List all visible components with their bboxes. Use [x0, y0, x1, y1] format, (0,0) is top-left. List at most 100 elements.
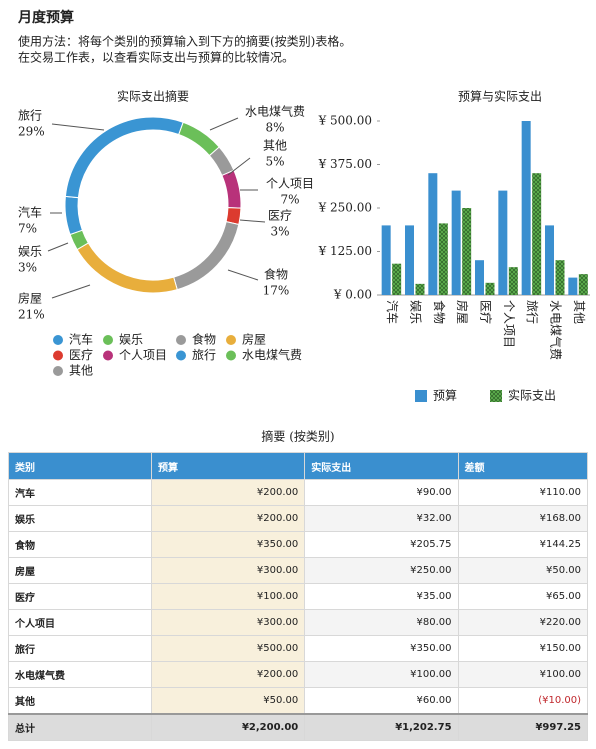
table-row: 水电煤气费 ¥200.00 ¥100.00 ¥100.00: [8, 661, 589, 688]
table-row: 汽车 ¥200.00 ¥90.00 ¥110.00: [8, 479, 589, 506]
donut-slice: [64, 116, 184, 199]
table-cell: (¥10.00): [457, 687, 589, 715]
legend-label: 食物: [192, 332, 216, 347]
donut-slice: [64, 195, 83, 236]
bar: [405, 225, 414, 295]
legend-label: 预算: [433, 388, 457, 403]
slice-value: 3%: [270, 225, 289, 239]
y-tick-label: ¥ 500.00: [318, 114, 372, 128]
bar: [428, 173, 438, 295]
leader-line: [209, 117, 239, 131]
legend-swatch: [226, 335, 236, 345]
table-row: 房屋 ¥300.00 ¥250.00 ¥50.00: [8, 557, 589, 584]
slice-value: 29%: [18, 125, 45, 139]
donut-slice: [173, 221, 240, 291]
table-row: 其他 ¥50.00 ¥60.00 (¥10.00): [8, 687, 589, 715]
table-cell: ¥200.00: [150, 661, 306, 688]
table-cell: ¥35.00: [304, 583, 459, 610]
chart-title: 实际支出摘要: [117, 89, 189, 104]
slice-value: 3%: [18, 261, 37, 275]
bar: [545, 225, 554, 295]
bar: [498, 190, 508, 295]
column-header: 预算: [150, 452, 306, 480]
table-cell: 个人项目: [8, 609, 152, 636]
table-row: 旅行 ¥500.00 ¥350.00 ¥150.00: [8, 635, 589, 662]
slice-label: 房屋: [18, 291, 42, 306]
table-cell: ¥90.00: [304, 479, 459, 506]
slice-label: 食物: [264, 267, 288, 282]
column-header: 实际支出: [304, 452, 459, 480]
table-cell: ¥110.00: [457, 479, 589, 506]
bar: [438, 223, 448, 295]
table-cell: 其他: [8, 687, 152, 715]
y-tick-label: ¥ 250.00: [318, 201, 372, 215]
donut-slice: [221, 169, 242, 209]
total-row: 总计 ¥2,200.00 ¥1,202.75 ¥997.25: [8, 713, 589, 741]
bar: [508, 267, 518, 295]
x-tick-label: 水电煤气费: [549, 300, 564, 360]
donut-slice: [76, 242, 178, 294]
table-cell: ¥60.00: [304, 687, 459, 715]
table-cell: 旅行: [8, 635, 152, 662]
table-cell: ¥80.00: [304, 609, 459, 636]
bar: [555, 260, 565, 295]
table-cell: ¥205.75: [304, 531, 459, 558]
legend-label: 房屋: [242, 332, 266, 347]
slice-label: 娱乐: [18, 245, 42, 259]
table-cell: ¥168.00: [457, 505, 589, 532]
legend-swatch: [103, 350, 113, 361]
legend-label: 实际支出: [508, 388, 556, 403]
table-cell: ¥300.00: [150, 609, 306, 636]
table-cell: ¥144.25: [457, 531, 589, 558]
slice-label: 其他: [263, 139, 287, 153]
x-tick-label: 个人项目: [502, 300, 516, 348]
slice-value: 7%: [280, 193, 299, 207]
legend-label: 汽车: [69, 332, 93, 347]
slice-value: 21%: [18, 308, 45, 322]
column-header: 类别: [8, 452, 152, 480]
table-cell: ¥50.00: [150, 687, 306, 715]
slice-value: 5%: [265, 155, 284, 169]
table-cell: ¥350.00: [304, 635, 459, 662]
table-cell: ¥500.00: [150, 635, 306, 662]
table-cell: ¥300.00: [150, 557, 306, 584]
legend-label: 娱乐: [119, 333, 143, 347]
page-title: 月度预算: [17, 9, 74, 26]
table-cell: ¥100.00: [457, 661, 589, 688]
leader-line: [51, 284, 91, 299]
table-cell: ¥997.25: [457, 713, 589, 741]
leader-line: [227, 269, 259, 281]
bar: [462, 208, 472, 295]
legend-label: 旅行: [192, 348, 216, 362]
table-row: 个人项目 ¥300.00 ¥80.00 ¥220.00: [8, 609, 589, 636]
table-cell: ¥2,200.00: [150, 713, 306, 741]
legend-swatch: [53, 335, 63, 345]
legend-label: 其他: [69, 364, 93, 378]
table-cell: 总计: [8, 713, 152, 741]
bar: [485, 282, 495, 295]
legend-swatch: [226, 350, 236, 361]
legend-label: 个人项目: [119, 348, 167, 362]
bar: [521, 121, 531, 295]
bar: [392, 263, 402, 295]
x-tick-label: 房屋: [455, 300, 470, 324]
slice-label: 汽车: [18, 205, 42, 220]
legend-swatch: [176, 335, 186, 345]
slice-value: 7%: [18, 222, 37, 236]
bar: [381, 225, 391, 295]
column-header: 差额: [457, 452, 589, 480]
x-tick-label: 旅行: [525, 300, 539, 324]
table-cell: ¥250.00: [304, 557, 459, 584]
legend-swatch: [53, 350, 63, 361]
leader-line: [47, 242, 69, 252]
y-tick-label: ¥ 375.00: [318, 157, 372, 171]
x-tick-label: 食物: [432, 300, 447, 324]
donut-slice: [178, 121, 220, 157]
table-row: 医疗 ¥100.00 ¥35.00 ¥65.00: [8, 583, 589, 610]
slice-value: 17%: [263, 284, 290, 298]
table-cell: ¥350.00: [150, 531, 306, 558]
table-cell: ¥100.00: [150, 583, 306, 610]
table-cell: 汽车: [8, 479, 152, 506]
table-cell: ¥100.00: [304, 661, 459, 688]
legend-swatch: [176, 350, 186, 361]
